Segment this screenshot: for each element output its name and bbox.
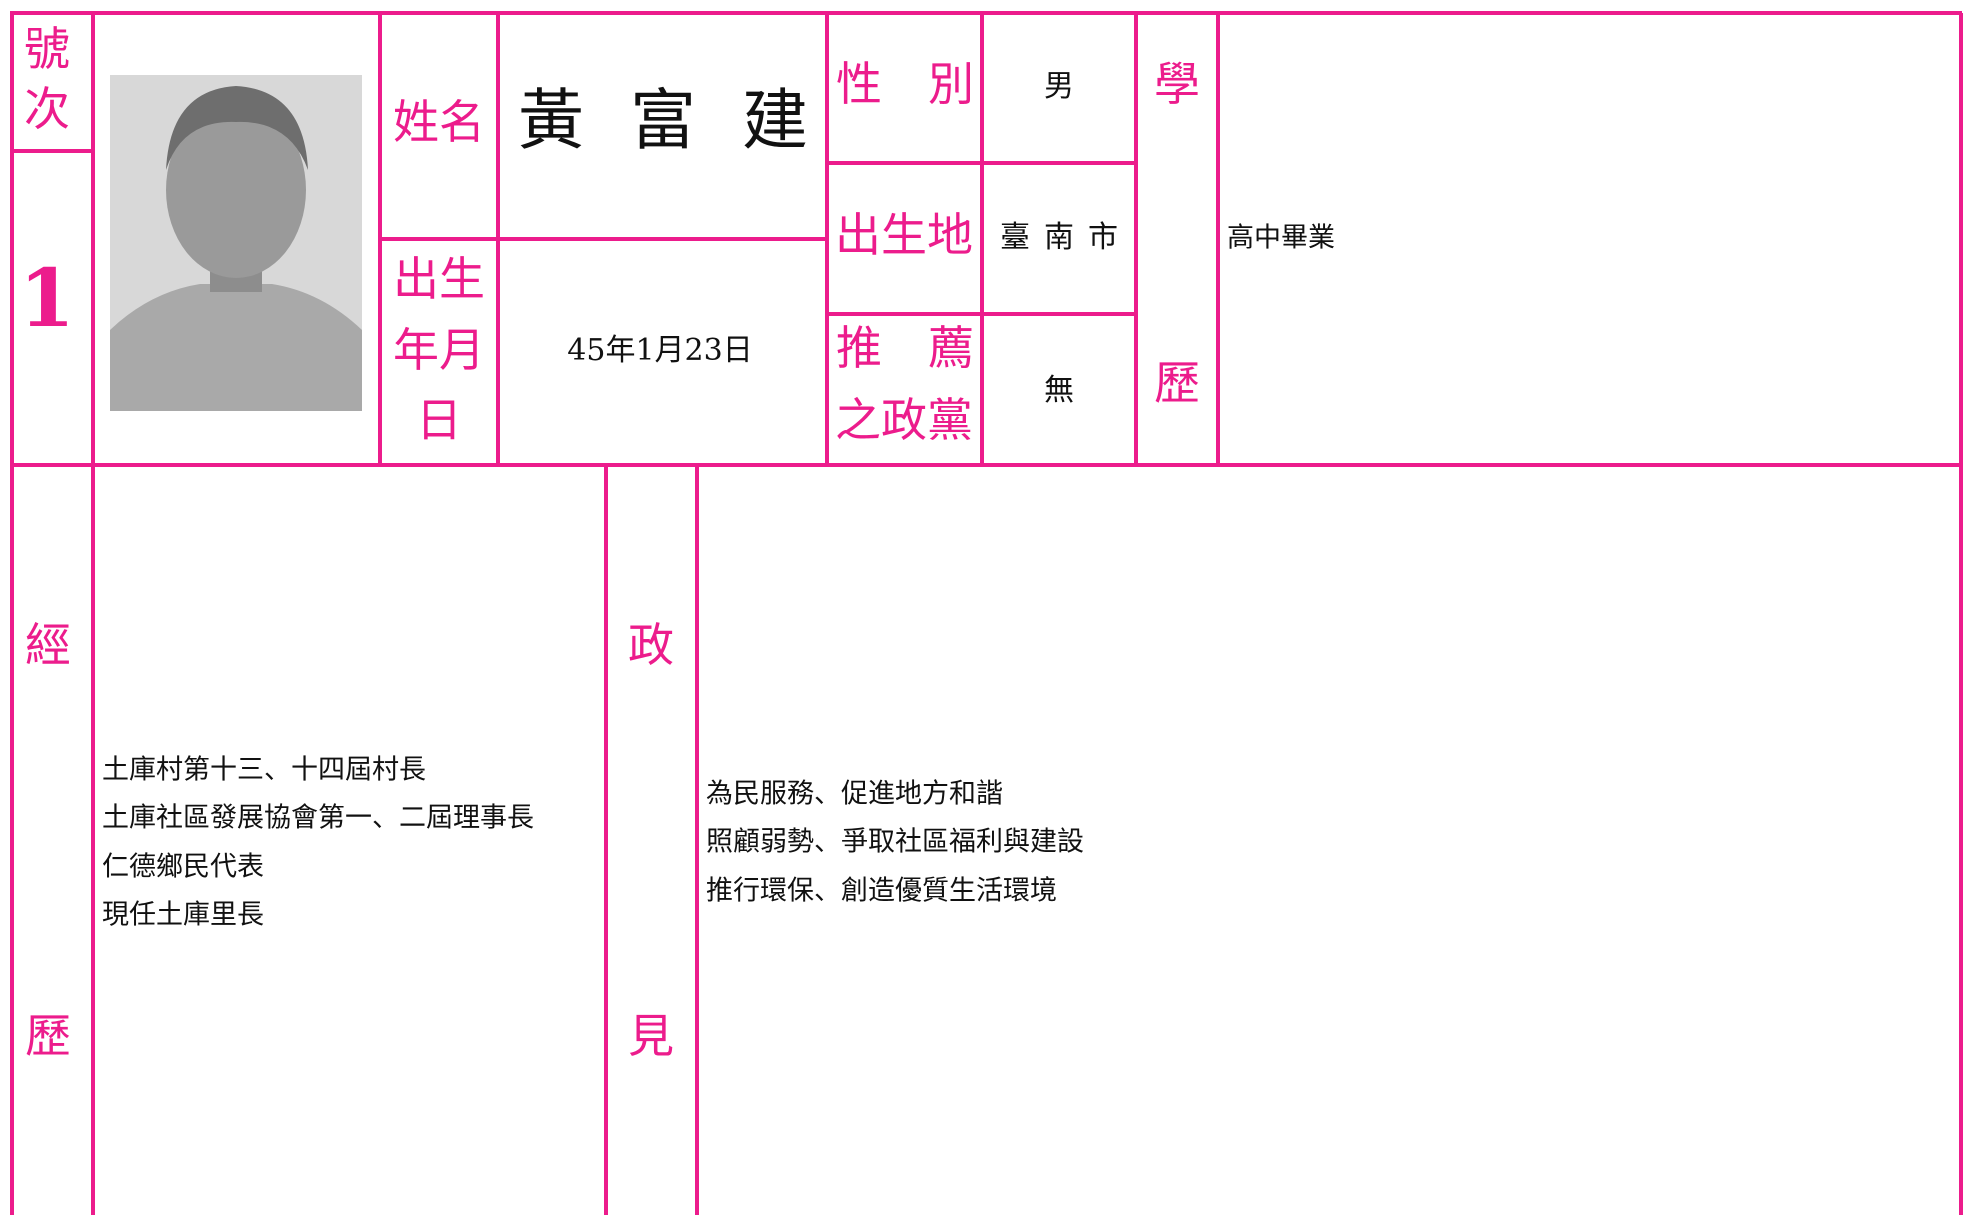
birthdate-label: 日 [416, 393, 462, 447]
education-label: 學 [1154, 57, 1200, 111]
number-label: 次 [24, 82, 70, 136]
experience-item: 現任土庫里長 [102, 900, 264, 931]
name-label: 姓名 [393, 95, 485, 149]
number-label: 號 [24, 22, 70, 76]
experience-label: 經 [25, 618, 71, 672]
gender-label: 性別 [836, 57, 974, 111]
birthdate: 45年1月23日 [567, 333, 752, 368]
education-label: 歷 [1154, 356, 1200, 410]
party: 無 [1044, 373, 1074, 408]
platform-item: 照顧弱勢、爭取社區福利與建設 [706, 827, 1084, 858]
experience-item: 土庫村第十三、十四屆村長 [102, 755, 426, 786]
platform-label: 見 [628, 1009, 674, 1063]
candidate-name: 黃富建 [518, 82, 808, 159]
experience-item: 仁德鄉民代表 [102, 852, 264, 883]
birthdate-label: 出生 [393, 252, 485, 306]
birthplace-label: 出生地 [835, 208, 973, 262]
party-label: 推薦 [836, 321, 974, 375]
platform-item: 為民服務、促進地方和諧 [706, 779, 1003, 810]
experience-label: 歷 [25, 1009, 71, 1063]
education: 高中畢業 [1227, 223, 1335, 254]
candidate-photo [110, 75, 362, 411]
platform-item: 推行環保、創造優質生活環境 [706, 876, 1057, 907]
birthdate-label: 年月 [393, 323, 485, 377]
table-borders [10, 11, 1963, 1215]
birthplace: 臺南市 [1000, 220, 1118, 255]
platform-label: 政 [628, 618, 674, 672]
gender: 男 [1044, 69, 1074, 104]
party-label: 之政黨 [835, 393, 973, 447]
experience-item: 土庫社區發展協會第一、二屆理事長 [102, 803, 534, 834]
number: 1 [19, 251, 75, 345]
